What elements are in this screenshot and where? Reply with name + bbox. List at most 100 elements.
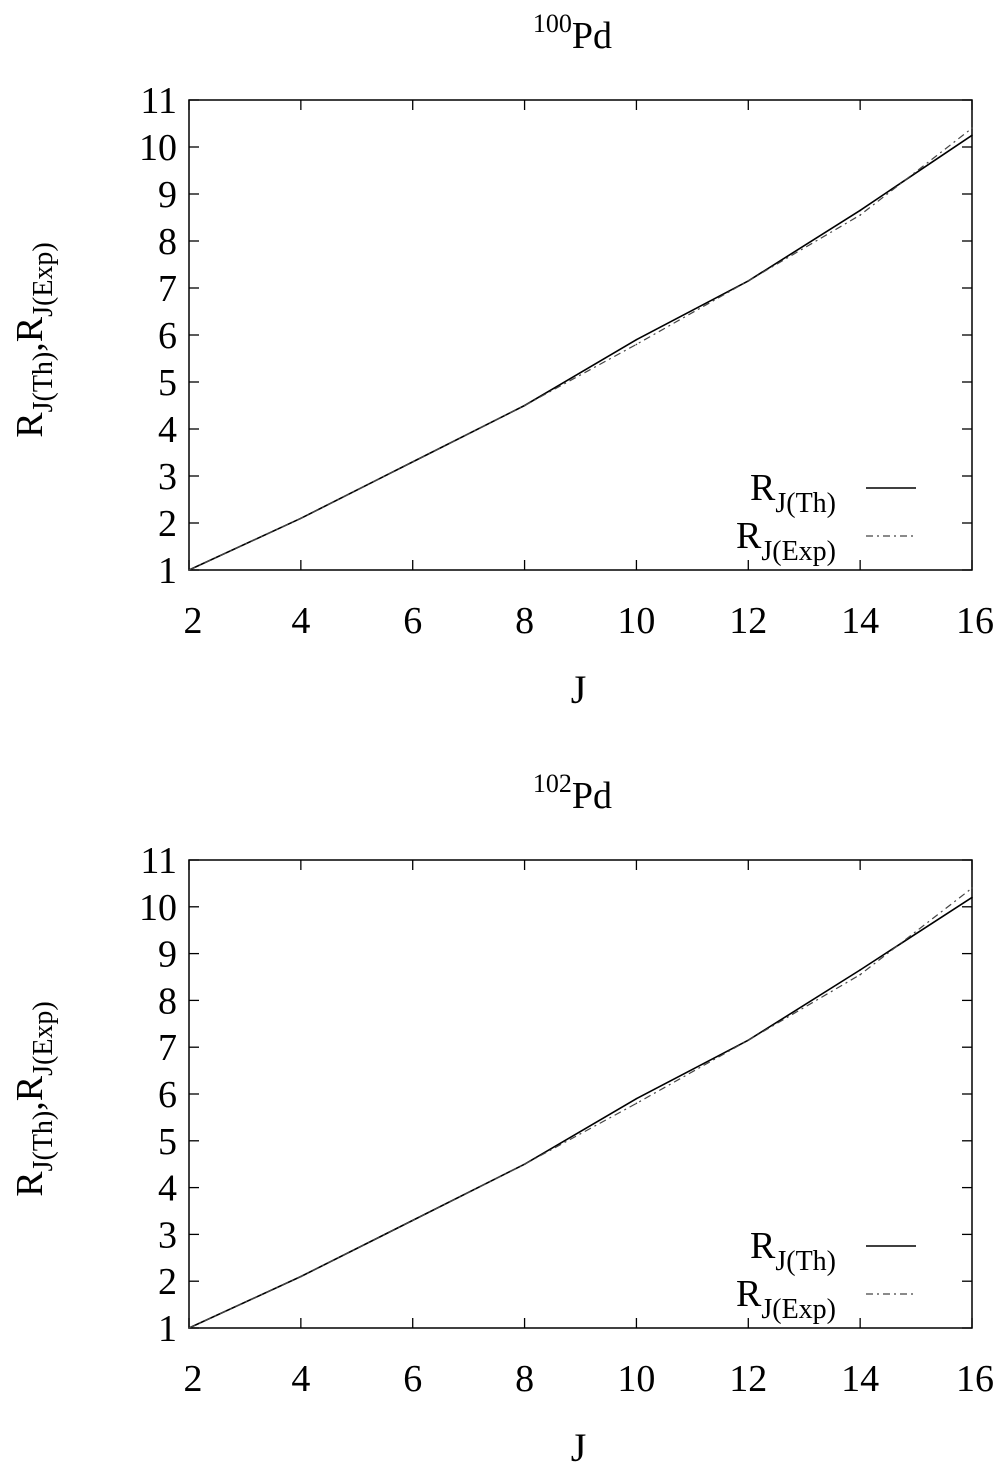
y-tick-label: 9 (158, 934, 177, 976)
legend-label-base: R (750, 1225, 776, 1267)
data-point (188, 1327, 190, 1329)
legend-label-base: R (736, 1273, 762, 1315)
y-axis-label-base: R (9, 1171, 51, 1197)
x-tick-label: 8 (515, 1358, 534, 1400)
chart-title: 100Pd (533, 9, 612, 57)
y-tick-label: 3 (158, 1214, 177, 1256)
y-axis-label-subscript: J(Exp) (28, 242, 59, 317)
x-tick-label: 6 (403, 1358, 422, 1400)
y-axis-label-base: , (9, 1101, 51, 1111)
x-tick-label: 14 (841, 600, 879, 642)
y-tick-label: 4 (158, 1168, 177, 1210)
y-tick-label: 2 (158, 503, 177, 545)
legend-label-subscript: J(Exp) (761, 1294, 836, 1325)
y-axis-label-subscript: J(Exp) (28, 1001, 59, 1076)
data-point (411, 461, 414, 463)
series-line-1 (188, 127, 973, 571)
data-point (188, 569, 190, 571)
chart-title-superscript: 102 (533, 769, 572, 798)
y-tick-label: 5 (158, 1121, 177, 1163)
x-tick-label: 16 (956, 1358, 994, 1400)
y-tick-label: 10 (139, 887, 177, 929)
data-point (635, 1097, 638, 1100)
plot-frame (188, 859, 973, 1329)
y-tick-label: 1 (158, 550, 177, 592)
y-axis-label-subscript: J(Th) (28, 1111, 59, 1172)
y-axis-label-subscript: J(Th) (28, 352, 59, 413)
chart-title-main: Pd (572, 775, 612, 817)
y-tick-label: 8 (158, 221, 177, 263)
data-point (747, 280, 750, 282)
legend-label-subscript: J(Th) (775, 488, 836, 519)
y-axis-label-base: R (9, 412, 51, 438)
data-point (971, 896, 973, 899)
x-tick-label: 12 (729, 1358, 767, 1400)
legend-label: RJ(Th) (750, 1225, 836, 1277)
data-point (859, 209, 861, 212)
x-tick-label: 2 (184, 600, 203, 642)
y-tick-label: 9 (158, 174, 177, 216)
chart-title-superscript: 100 (533, 9, 572, 38)
y-axis-label-base: , (9, 342, 51, 352)
x-tick-label: 8 (515, 600, 534, 642)
legend-label-base: R (736, 515, 762, 557)
data-point (523, 404, 526, 407)
series-line-0 (188, 896, 973, 1329)
y-tick-label: 3 (158, 456, 177, 498)
chart-title: 102Pd (533, 769, 612, 817)
x-tick-label: 2 (184, 1358, 203, 1400)
y-tick-label: 2 (158, 1261, 177, 1303)
y-axis-label: RJ(Th)​,RJ(Exp)​ (9, 242, 59, 438)
data-point (859, 214, 861, 216)
legend-label-subscript: J(Exp) (761, 536, 836, 567)
y-tick-label: 10 (139, 127, 177, 169)
data-point (859, 969, 861, 971)
chart-panel-1: 102Pd1234567891011246810121416JRJ(Th)​,R… (9, 769, 994, 1465)
data-point (523, 1163, 526, 1165)
x-tick-label: 4 (291, 600, 310, 642)
data-point (635, 343, 638, 346)
data-point (411, 1219, 414, 1222)
data-point (300, 1275, 302, 1278)
y-axis-label-base: R (9, 1075, 51, 1101)
x-tick-label: 10 (617, 1358, 655, 1400)
x-tick-label: 12 (729, 600, 767, 642)
data-point (635, 1102, 638, 1105)
y-tick-label: 6 (158, 1074, 177, 1116)
legend-label: RJ(Exp) (736, 515, 836, 567)
data-point (971, 887, 973, 889)
y-tick-label: 11 (140, 80, 177, 122)
y-tick-label: 4 (158, 409, 177, 451)
series-line-1 (188, 887, 973, 1329)
y-axis-label: RJ(Th)​,RJ(Exp)​ (9, 1001, 59, 1197)
x-axis-label: J (571, 667, 587, 712)
data-point (300, 517, 302, 520)
x-tick-label: 4 (291, 1358, 310, 1400)
legend-label-base: R (750, 467, 776, 509)
data-point (747, 1039, 750, 1041)
legend-label-subscript: J(Th) (775, 1246, 836, 1277)
x-tick-label: 10 (617, 600, 655, 642)
x-tick-label: 6 (403, 600, 422, 642)
series-line-0 (188, 134, 973, 571)
y-tick-label: 11 (140, 840, 177, 882)
legend-label: RJ(Exp) (736, 1273, 836, 1325)
legend-label: RJ(Th) (750, 467, 836, 519)
data-point (859, 973, 861, 976)
chart-title-main: Pd (572, 15, 612, 57)
chart-panel-0: 100Pd1234567891011246810121416JRJ(Th)​,R… (9, 9, 994, 712)
y-tick-label: 7 (158, 1027, 177, 1069)
x-axis-label: J (571, 1425, 587, 1465)
y-tick-label: 7 (158, 268, 177, 310)
x-tick-label: 16 (956, 600, 994, 642)
plot-frame (188, 99, 973, 571)
y-tick-label: 5 (158, 362, 177, 404)
y-tick-label: 1 (158, 1308, 177, 1350)
y-tick-label: 8 (158, 980, 177, 1022)
y-tick-label: 6 (158, 315, 177, 357)
x-tick-label: 14 (841, 1358, 879, 1400)
data-point (635, 338, 638, 341)
y-axis-label-base: R (9, 316, 51, 342)
data-point (971, 127, 973, 129)
